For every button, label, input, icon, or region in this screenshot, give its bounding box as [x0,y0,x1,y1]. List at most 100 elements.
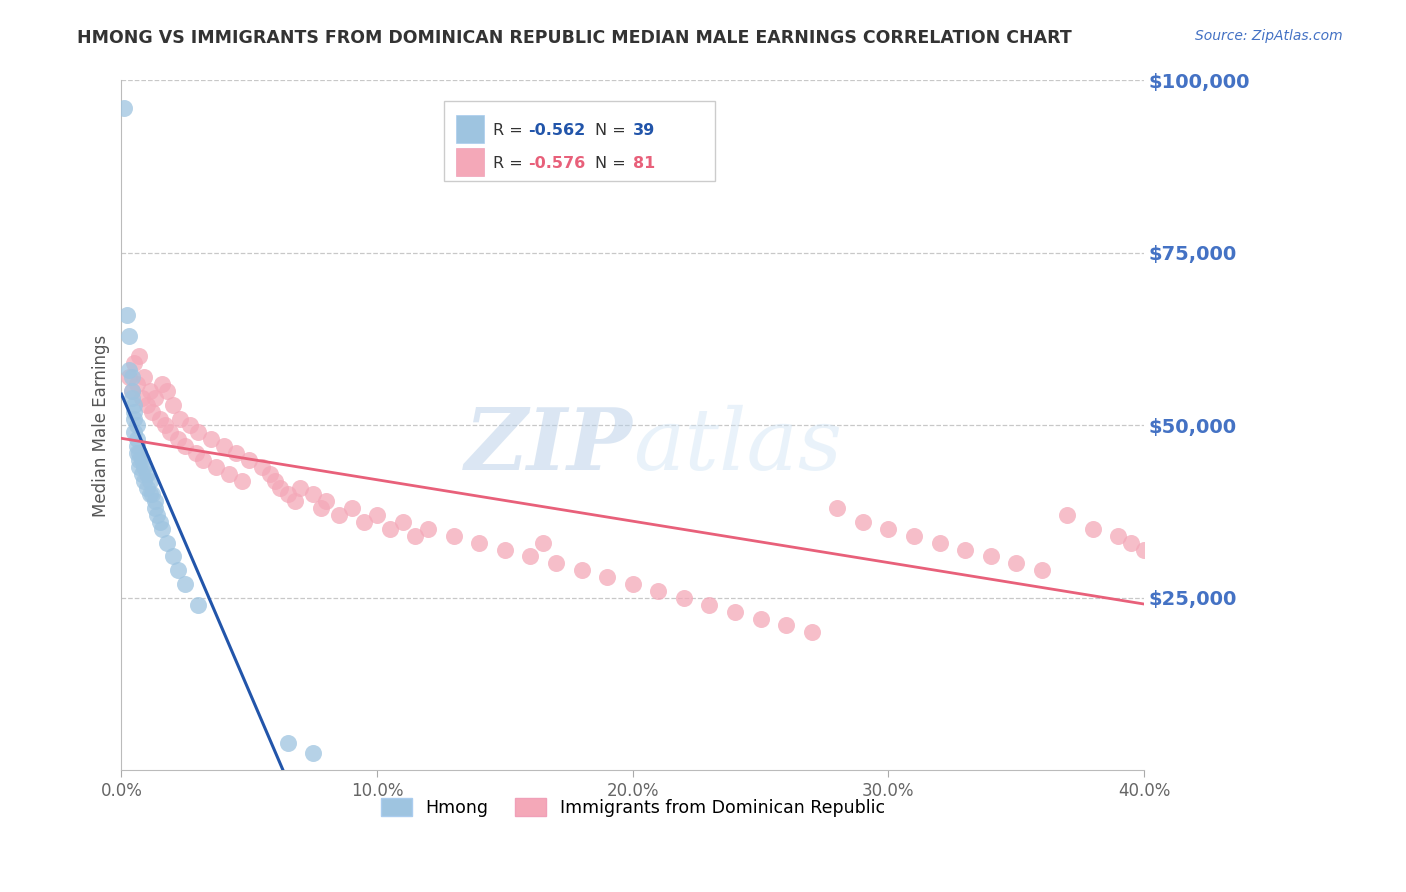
Text: 39: 39 [633,123,655,137]
Point [131,467,153,481]
Point [121,384,143,398]
Point [238,453,260,467]
Point [1121,535,1143,549]
Point [121,370,143,384]
Point [284,494,307,508]
Point [134,474,156,488]
Bar [456,148,485,176]
Point [290,481,312,495]
Point [391,515,413,529]
Point [128,453,150,467]
Point [115,308,138,322]
Point [309,501,332,516]
Point [225,446,247,460]
Point [112,101,135,115]
Point [544,557,567,571]
Point [146,508,169,522]
Text: -0.576: -0.576 [529,156,586,170]
Point [443,529,465,543]
Point [128,459,150,474]
Point [1005,557,1028,571]
Point [277,487,299,501]
Point [187,425,209,440]
Point [749,611,772,625]
Point [302,487,325,501]
Point [169,411,191,425]
Point [122,411,145,425]
Point [519,549,541,564]
Point [174,439,197,453]
Point [378,522,401,536]
Point [141,404,163,418]
Point [143,391,166,405]
Point [128,446,150,460]
Point [1108,529,1130,543]
Point [118,363,141,377]
Point [159,425,181,440]
Point [156,535,179,549]
Point [672,591,695,605]
Point [122,398,145,412]
Text: 81: 81 [633,156,655,170]
Point [1133,542,1156,557]
Text: R =: R = [492,156,527,170]
Text: ZIP: ZIP [465,404,633,488]
Point [699,598,721,612]
Point [134,370,156,384]
Point [125,439,148,453]
Point [184,446,207,460]
Point [218,467,240,481]
Y-axis label: Median Male Earnings: Median Male Earnings [93,334,110,516]
Point [205,459,228,474]
Point [231,474,253,488]
Point [277,736,299,750]
Point [121,391,143,405]
Point [153,418,176,433]
Point [494,542,516,557]
Text: -0.562: -0.562 [529,123,586,137]
Point [131,391,153,405]
Point [340,501,363,516]
Point [1031,563,1053,577]
Point [193,453,215,467]
Point [134,459,156,474]
Point [315,494,337,508]
Point [1146,549,1168,564]
Point [724,605,747,619]
Point [143,501,166,516]
Point [418,522,440,536]
Point [928,535,950,549]
Point [596,570,619,584]
Point [143,494,166,508]
Point [468,535,491,549]
Text: R =: R = [492,123,527,137]
Point [1056,508,1078,522]
Point [150,377,173,392]
Point [302,746,325,760]
Point [852,515,875,529]
Point [149,515,172,529]
Point [121,384,143,398]
Point [1081,522,1104,536]
Point [138,474,160,488]
Point [269,481,291,495]
Point [166,563,188,577]
Legend: Hmong, Immigrants from Dominican Republic: Hmong, Immigrants from Dominican Republi… [374,791,891,823]
Point [118,328,141,343]
Point [621,577,644,591]
Text: HMONG VS IMMIGRANTS FROM DOMINICAN REPUBLIC MEDIAN MALE EARNINGS CORRELATION CHA: HMONG VS IMMIGRANTS FROM DOMINICAN REPUB… [77,29,1073,46]
Point [125,377,148,392]
Point [531,535,554,549]
Point [136,398,159,412]
Point [125,446,148,460]
Point [138,487,160,501]
Text: N =: N = [595,156,631,170]
Point [953,542,976,557]
Point [1159,557,1181,571]
Point [156,384,179,398]
Point [571,563,593,577]
Point [141,487,163,501]
Text: N =: N = [595,123,631,137]
Point [150,522,173,536]
Point [122,425,145,440]
